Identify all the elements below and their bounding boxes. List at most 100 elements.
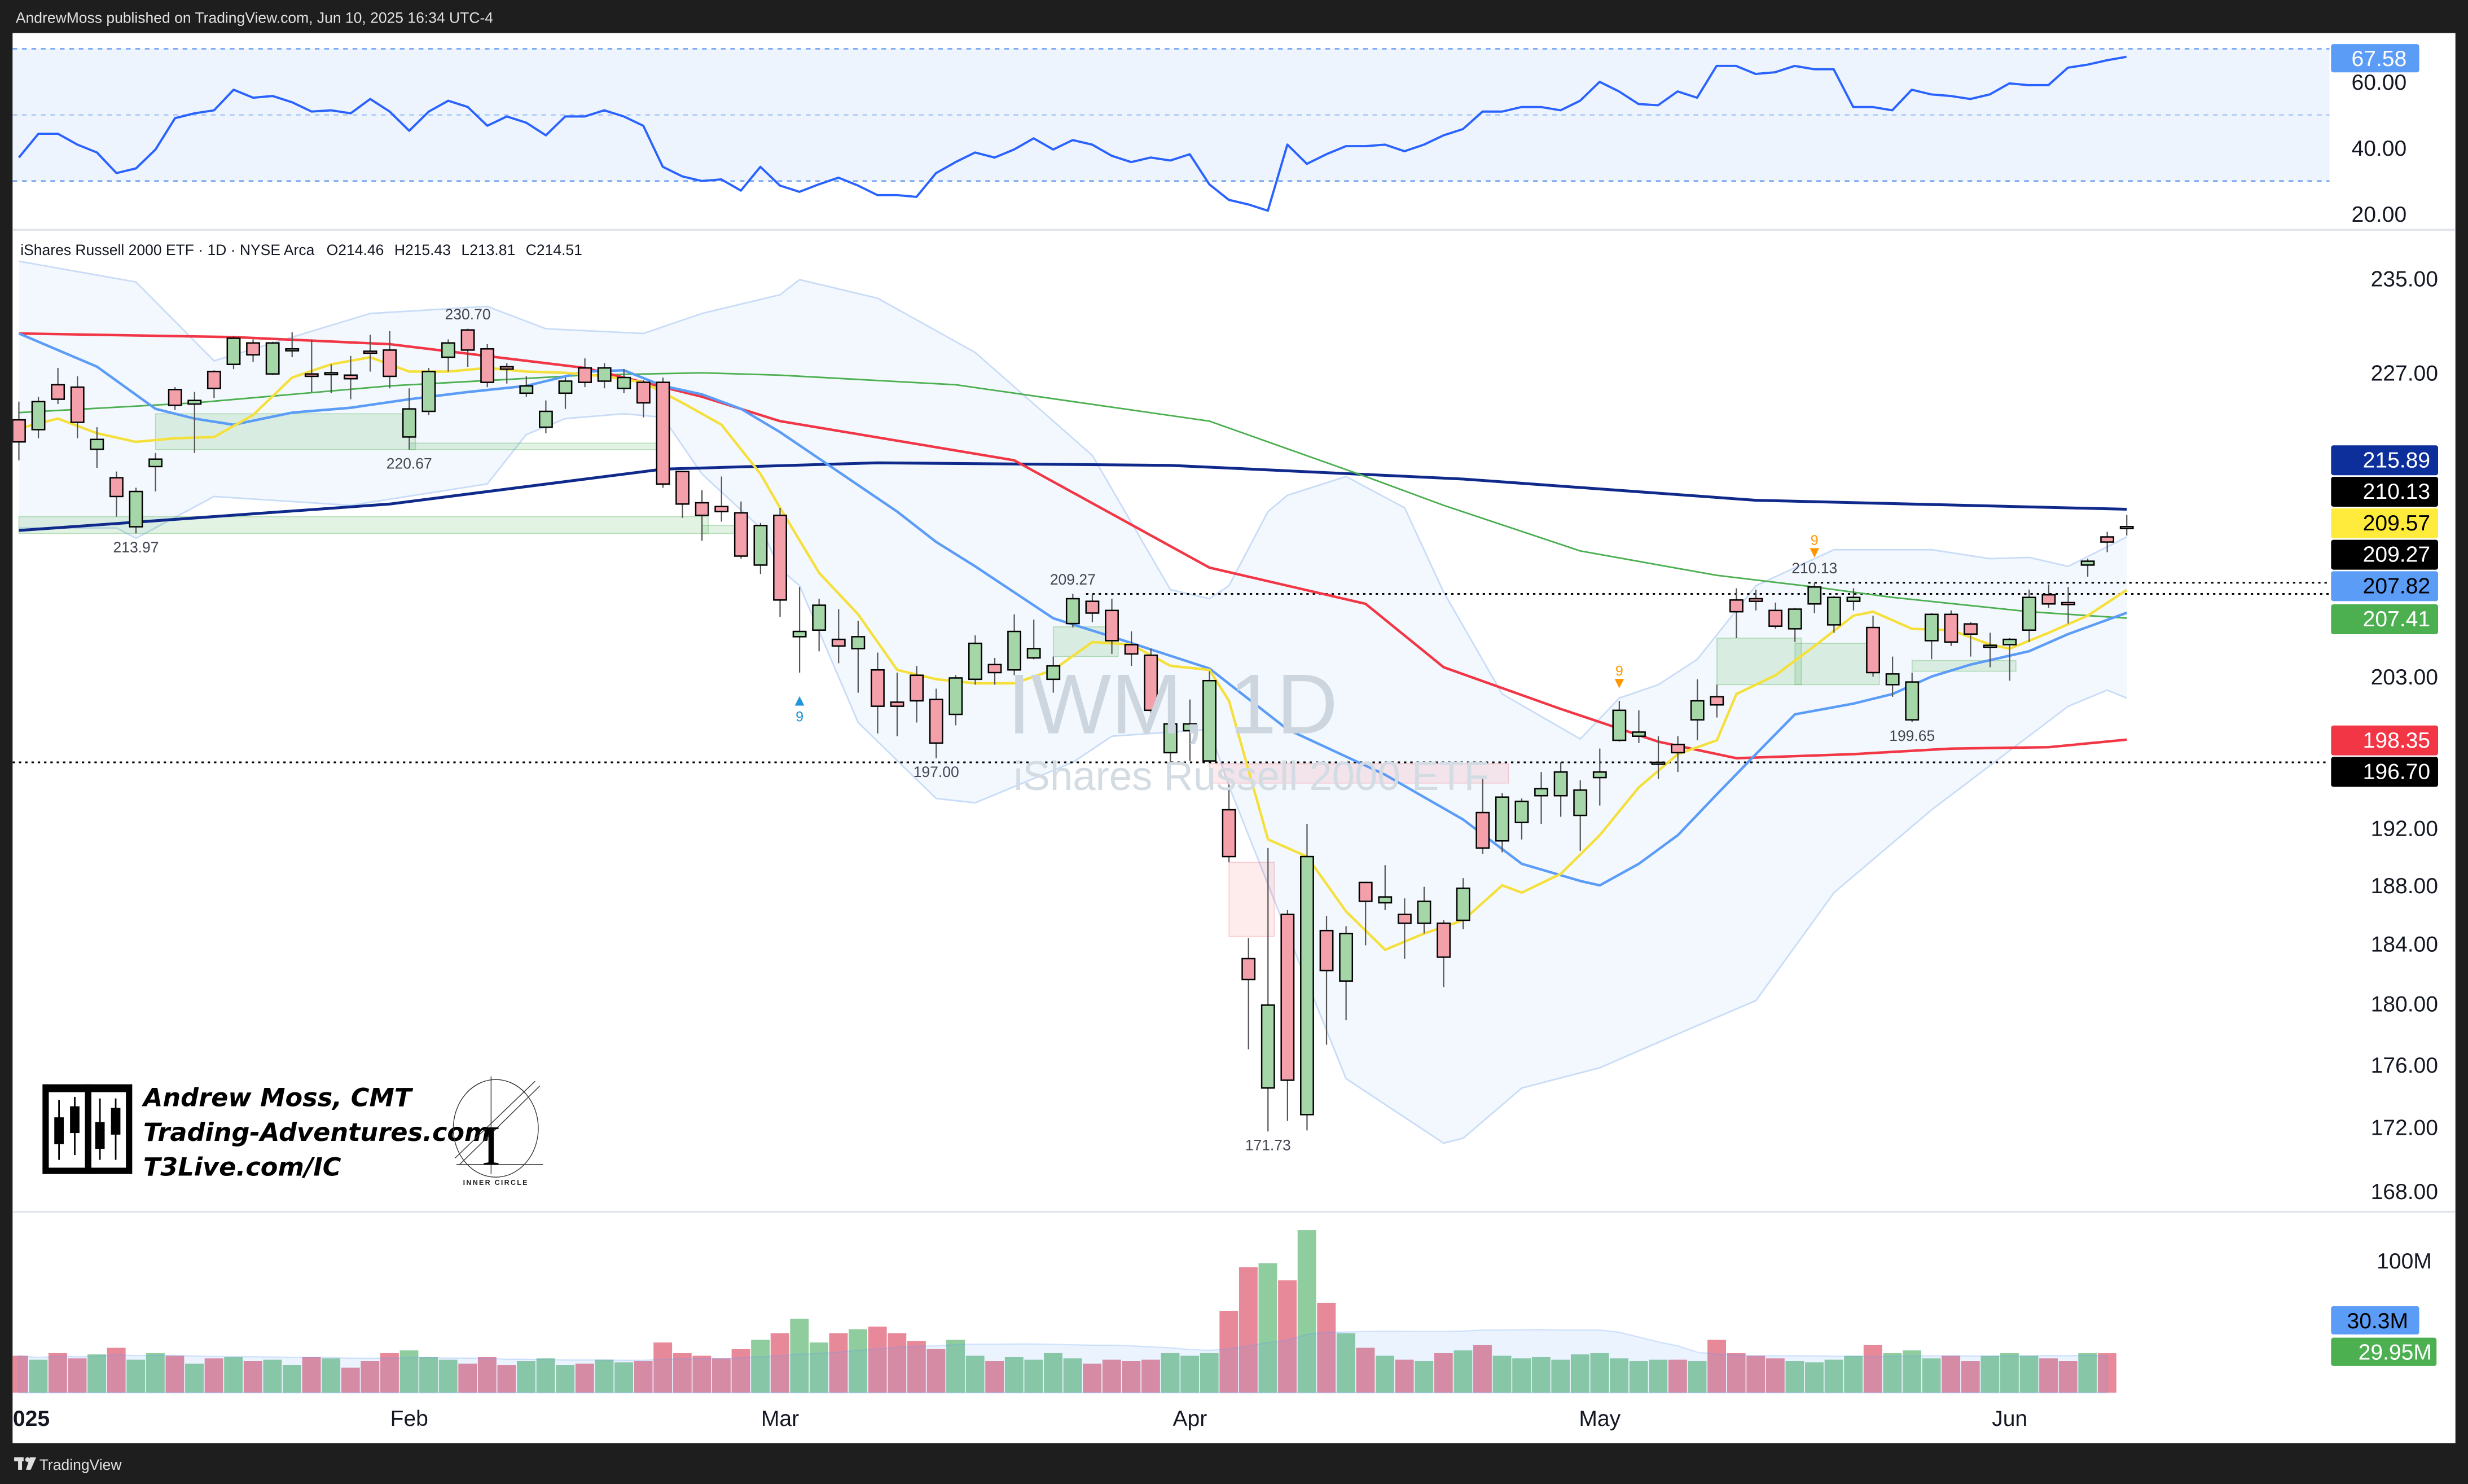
volume-bar: [1415, 1361, 1434, 1393]
volume-bar: [1746, 1355, 1766, 1393]
candle-body: [734, 512, 748, 557]
candle-body: [578, 367, 592, 383]
sma200-line: [19, 461, 2127, 532]
footer-brand[interactable]: TradingView: [39, 1456, 122, 1473]
volume-bar: [29, 1359, 48, 1393]
price-axis[interactable]: 60.00 40.00 20.00 67.58 100M 30.3M 29.95M 235.0…: [2331, 44, 2438, 1366]
candle: [948, 675, 963, 726]
volume-bar: [87, 1354, 107, 1393]
candle-body: [207, 371, 221, 389]
volume-bar: [692, 1355, 712, 1393]
candle-body: [597, 367, 612, 382]
candle: [1358, 881, 1373, 946]
candle: [441, 339, 455, 372]
candle: [1534, 772, 1548, 824]
candle: [558, 377, 573, 409]
volume-ma-badge: [2331, 1306, 2419, 1335]
time-axis[interactable]: 2025 Feb Mar Apr May Jun: [1, 1407, 2027, 1431]
candle-body: [1710, 696, 1724, 706]
candle: [1924, 613, 1939, 660]
volume-bar: [243, 1361, 262, 1393]
volume-pane[interactable]: [10, 1230, 2116, 1394]
volume-bar: [497, 1365, 516, 1393]
candle: [734, 501, 748, 559]
candle: [187, 392, 202, 453]
candle-body: [1905, 681, 1920, 721]
candle-body: [1241, 958, 1256, 981]
candle-body: [1319, 929, 1334, 972]
candle-body: [1358, 881, 1373, 902]
candle: [1885, 656, 1900, 697]
candle-body: [1300, 855, 1314, 1116]
candle-body: [617, 376, 631, 389]
legend-high: H215.43: [394, 242, 451, 258]
price-annotation: 210.13: [1791, 560, 1837, 577]
candle-body: [285, 348, 300, 352]
brand-line-ic: T3Live.com/IC: [143, 1152, 341, 1182]
volume-bar: [380, 1353, 399, 1393]
volume-bar: [1122, 1361, 1141, 1393]
main-pane[interactable]: 230.70 220.67 213.97 209.27 197.00 171.73 210.…: [12, 260, 2330, 1154]
candle: [383, 331, 397, 389]
volume-bar: [2058, 1361, 2078, 1393]
candle-body: [1339, 933, 1354, 982]
candle: [1163, 708, 1178, 764]
candle-body: [2080, 560, 2095, 566]
candle: [890, 672, 904, 736]
volume-bar: [712, 1358, 731, 1393]
svg-text:I: I: [482, 1114, 500, 1177]
volume-bar: [1102, 1359, 1121, 1393]
price-tick-label: 188.00: [2371, 874, 2438, 898]
volume-bar: [1453, 1350, 1473, 1393]
candle: [636, 380, 651, 418]
candle: [871, 652, 885, 734]
volume-bar: [985, 1361, 1004, 1393]
candle-body: [987, 664, 1002, 674]
price-annotation: 213.97: [113, 539, 159, 556]
candle: [2119, 515, 2134, 536]
volume-bar: [634, 1361, 653, 1393]
price-tick-label: 184.00: [2371, 933, 2438, 957]
volume-bar: [1434, 1353, 1453, 1393]
sequential-up-arrow-icon: [794, 696, 805, 706]
price-label-badge: [2331, 757, 2438, 787]
price-tick-label: 176.00: [2371, 1053, 2438, 1078]
volume-bar: [1239, 1267, 1258, 1393]
volume-bar: [1180, 1355, 1200, 1393]
candle: [1671, 736, 1685, 772]
price-label-value: 196.70: [2363, 760, 2430, 784]
candle-body: [441, 342, 455, 358]
volume-bar: [1785, 1361, 1804, 1393]
candle-body: [187, 399, 202, 405]
candle-body: [1651, 761, 1666, 765]
volume-bar: [1902, 1350, 1921, 1393]
candle: [831, 609, 846, 664]
candle-body: [129, 490, 143, 528]
volume-bar: [341, 1367, 360, 1393]
candle: [304, 339, 319, 392]
volume-bar: [1942, 1355, 1961, 1393]
volume-bar: [536, 1358, 555, 1393]
volume-bar: [809, 1342, 828, 1393]
candle-body: [948, 677, 963, 715]
volume-bar: [673, 1353, 692, 1393]
candle: [1592, 748, 1607, 806]
candle: [1437, 920, 1451, 987]
rsi-pane[interactable]: [12, 48, 2330, 212]
candle-body: [1729, 599, 1744, 613]
candle: [1026, 620, 1041, 660]
volume-bar: [790, 1319, 809, 1393]
candle: [1495, 793, 1509, 853]
candle-body: [1573, 789, 1588, 816]
time-axis-label: 2025: [1, 1407, 50, 1431]
candle-body: [910, 674, 924, 702]
volume-tick-label: 100M: [2377, 1249, 2432, 1274]
candle: [910, 666, 924, 723]
price-label-badge: [2331, 445, 2438, 476]
candle-body: [1378, 896, 1393, 904]
candle: [792, 587, 807, 673]
candle-body: [1475, 811, 1490, 849]
candle-body: [460, 329, 475, 351]
candle-body: [636, 381, 651, 404]
